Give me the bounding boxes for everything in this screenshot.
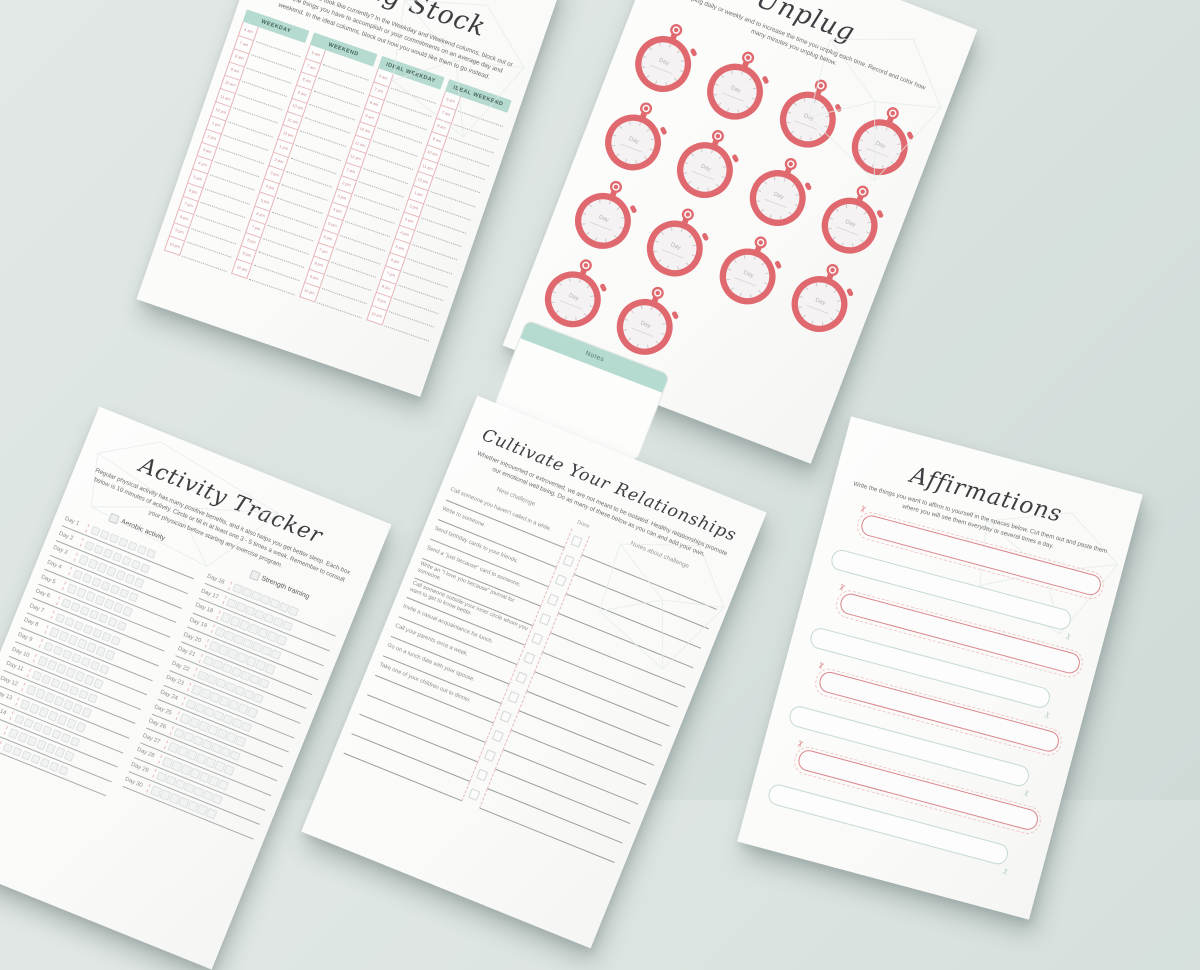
done-checkbox bbox=[475, 768, 489, 782]
day-label: Day 30 bbox=[124, 776, 144, 789]
activity-checkbox bbox=[127, 591, 139, 603]
stopwatch-cell: Day bbox=[687, 32, 789, 138]
done-checkbox bbox=[515, 671, 528, 684]
activity-checkbox bbox=[145, 548, 157, 560]
stopwatch-icon: Day bbox=[749, 157, 812, 226]
done-checkbox bbox=[523, 652, 536, 665]
activity-checkbox bbox=[98, 663, 110, 675]
svg-text:Day: Day bbox=[658, 57, 670, 66]
svg-text:Day: Day bbox=[670, 242, 682, 251]
activity-checkbox bbox=[86, 692, 98, 704]
activity-checkbox bbox=[217, 779, 229, 791]
activity-checkbox bbox=[57, 764, 69, 777]
page-activity-tracker: Activity Tracker Regular physical activi… bbox=[0, 406, 392, 970]
scissors-icon: ✂ bbox=[835, 581, 849, 593]
stopwatch-icon: Day bbox=[604, 102, 667, 171]
activity-checkbox bbox=[281, 620, 293, 632]
scissors-icon: ✂ bbox=[793, 737, 807, 750]
stopwatch-icon: Day bbox=[821, 185, 884, 254]
activity-checkbox bbox=[258, 677, 270, 689]
stopwatch-cell: Day bbox=[554, 161, 656, 267]
activity-checkbox bbox=[80, 707, 93, 719]
page-unplug: Unplug Try to unplug daily or weekly and… bbox=[493, 0, 978, 464]
stopwatch-icon: Day bbox=[544, 259, 607, 328]
scissors-icon: ✂ bbox=[1042, 709, 1055, 721]
activity-checkbox bbox=[139, 562, 151, 574]
stopwatch-cell: Day bbox=[614, 4, 716, 110]
stopwatch-icon: Day bbox=[635, 23, 697, 92]
activity-checkbox bbox=[246, 706, 258, 718]
scissors-icon: ✂ bbox=[814, 659, 828, 671]
svg-text:Day: Day bbox=[700, 164, 712, 173]
activity-checkbox bbox=[275, 634, 287, 646]
done-checkbox bbox=[562, 554, 575, 568]
svg-text:Day: Day bbox=[742, 270, 754, 279]
stopwatch-cell: Day bbox=[584, 83, 686, 189]
activity-checkbox bbox=[229, 750, 241, 762]
activity-checkbox bbox=[69, 736, 81, 748]
stopwatch-icon: Day bbox=[719, 236, 782, 305]
svg-text:Day: Day bbox=[628, 136, 640, 145]
activity-checkbox bbox=[270, 648, 282, 661]
done-checkbox bbox=[538, 613, 552, 626]
done-checkbox bbox=[570, 535, 583, 548]
checkbox bbox=[248, 569, 261, 582]
done-checkbox bbox=[530, 632, 544, 646]
activity-checkbox bbox=[223, 764, 235, 776]
svg-text:Day: Day bbox=[567, 293, 579, 302]
stopwatch-cell: Day bbox=[626, 189, 728, 295]
activity-checkbox bbox=[264, 663, 276, 675]
activity-checkbox bbox=[116, 620, 128, 632]
done-checkbox bbox=[483, 749, 497, 762]
done-checkbox bbox=[499, 710, 512, 723]
activity-checkbox bbox=[104, 649, 116, 661]
stopwatch-cell: Day bbox=[801, 166, 903, 272]
svg-text:Day: Day bbox=[772, 191, 784, 200]
activity-checkbox bbox=[211, 793, 223, 805]
activity-checkbox bbox=[110, 634, 122, 646]
scissors-icon: ✂ bbox=[1000, 866, 1013, 878]
scissors-icon: ✂ bbox=[1063, 631, 1076, 643]
activity-checkbox bbox=[234, 735, 247, 747]
stopwatch-cell: Day bbox=[596, 267, 698, 373]
stopwatch-cell: Day bbox=[729, 138, 831, 244]
svg-text:Day: Day bbox=[845, 219, 857, 228]
done-checkbox bbox=[468, 788, 481, 801]
checkbox bbox=[108, 513, 120, 525]
activity-checkbox bbox=[240, 721, 252, 733]
stopwatch-icon: Day bbox=[707, 51, 769, 120]
svg-text:Day: Day bbox=[815, 298, 827, 307]
page-taking-stock: Taking Stock What does your time look li… bbox=[136, 0, 564, 397]
activity-checkbox bbox=[133, 577, 145, 589]
activity-checkbox bbox=[121, 605, 133, 617]
stopwatch-icon: Day bbox=[791, 264, 854, 332]
scissors-icon: ✂ bbox=[856, 503, 869, 515]
done-checkbox bbox=[507, 691, 520, 704]
activity-checkbox bbox=[75, 721, 87, 733]
activity-checkbox bbox=[63, 750, 75, 762]
stopwatch-cell: Day bbox=[699, 217, 801, 323]
svg-text:Day: Day bbox=[598, 214, 610, 223]
done-checkbox bbox=[554, 574, 567, 587]
stopwatch-icon: Day bbox=[574, 180, 637, 249]
done-checkbox bbox=[491, 730, 505, 743]
stopwatch-cell: Day bbox=[656, 111, 758, 217]
activity-checkbox bbox=[92, 678, 104, 690]
activity-checkbox bbox=[287, 605, 299, 617]
stopwatch-cell: Day bbox=[524, 240, 626, 346]
activity-checkbox bbox=[252, 692, 264, 704]
activity-checkbox bbox=[205, 808, 217, 820]
stopwatch-icon: Day bbox=[677, 130, 739, 198]
stopwatch-cell: Day bbox=[771, 245, 873, 351]
svg-text:Day: Day bbox=[730, 85, 742, 94]
stopwatch-icon: Day bbox=[647, 208, 709, 277]
done-checkbox bbox=[546, 593, 560, 607]
stopwatch-icon: Day bbox=[617, 286, 679, 355]
svg-text:Day: Day bbox=[640, 320, 652, 329]
scissors-icon: ✂ bbox=[1021, 787, 1034, 799]
